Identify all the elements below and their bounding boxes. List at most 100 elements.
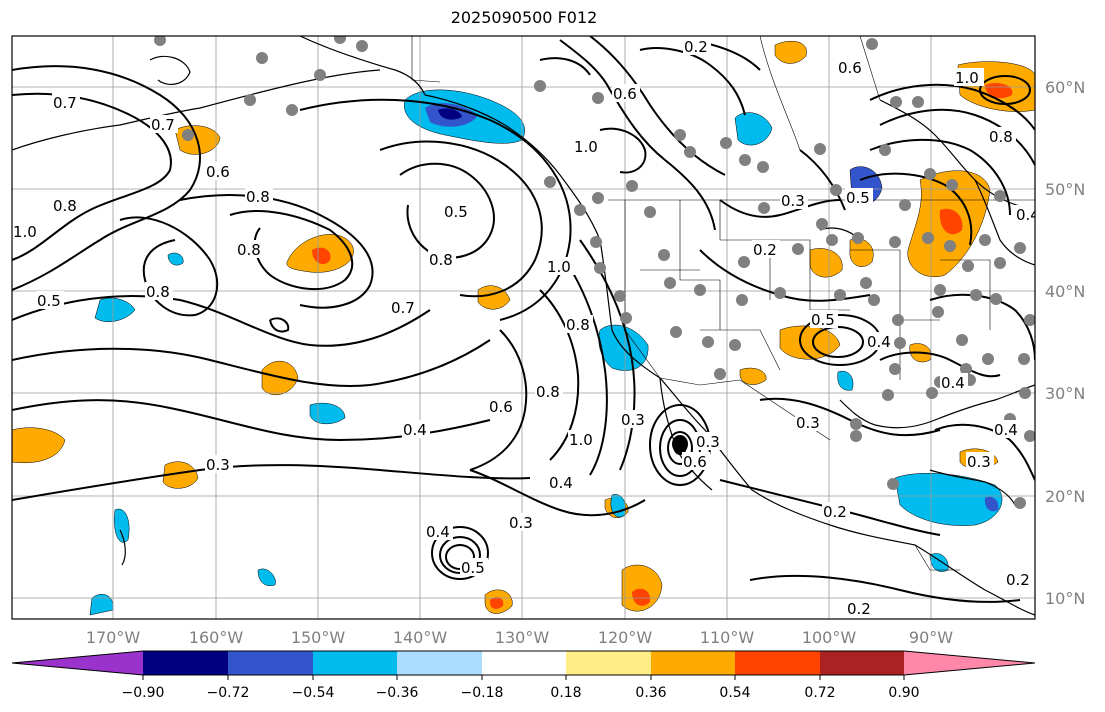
station-dot (739, 154, 751, 166)
contour-label: 0.6 (206, 163, 230, 181)
cool-region (837, 370, 854, 391)
station-dot (892, 314, 904, 326)
station-dot (244, 94, 256, 106)
station-dot (990, 293, 1002, 305)
station-dot (286, 104, 298, 116)
station-dot (356, 40, 368, 52)
station-dot (934, 284, 946, 296)
station-dot (694, 284, 706, 296)
lon-label: 150°W (291, 628, 346, 647)
contour-lines (12, 36, 1035, 603)
contour-label: 0.7 (391, 299, 415, 317)
contour-label: 0.4 (403, 421, 427, 439)
lon-label: 130°W (495, 628, 550, 647)
lat-label: 40°N (1045, 282, 1085, 301)
warm-core (939, 208, 963, 235)
cool-region (257, 568, 276, 586)
station-dot (590, 236, 602, 248)
contour-label: 0.5 (461, 559, 485, 577)
station-dot (758, 202, 770, 214)
station-dot (1024, 430, 1035, 442)
colorbar-label: −0.90 (122, 685, 165, 701)
station-dot (956, 334, 968, 346)
station-dot (814, 143, 826, 155)
station-dot (674, 129, 686, 141)
station-dot (970, 289, 982, 301)
contour-label: 0.4 (867, 333, 891, 351)
station-dot (979, 234, 991, 246)
station-dot (924, 168, 936, 180)
contour-label: 0.8 (429, 251, 453, 269)
cool-region (94, 297, 136, 322)
station-dot (1018, 353, 1030, 365)
contour-label: 0.3 (796, 414, 820, 432)
colorbar-label: 0.54 (719, 685, 750, 701)
colorbar-segment (482, 651, 566, 675)
contour-label: 0.3 (206, 456, 230, 474)
warm-core (312, 247, 331, 265)
contour-label: 0.8 (237, 241, 261, 259)
colorbar-segment (735, 651, 820, 675)
colorbar-segment (143, 651, 228, 675)
contour-label: 0.8 (146, 283, 170, 301)
colorbar-label: −0.36 (376, 685, 419, 701)
cool-region (734, 112, 773, 146)
warm-region (162, 461, 199, 489)
station-dot (594, 262, 606, 274)
colorbar-label: −0.18 (461, 685, 504, 701)
contour-label: 0.3 (621, 411, 645, 429)
map-plot-area[interactable]: 0.2 0.6 1.0 0.7 0.6 0.8 1.0 0.8 0.5 0.8 … (12, 32, 1040, 619)
cool-core (438, 108, 462, 120)
lat-label: 60°N (1045, 78, 1085, 97)
station-dot (879, 144, 891, 156)
station-dot (544, 176, 556, 188)
warm-core (489, 597, 504, 609)
contour-label: 0.8 (53, 197, 77, 215)
contour-label: 0.4 (426, 523, 450, 541)
warm-region (779, 325, 841, 360)
colorbar-label: −0.54 (292, 685, 335, 701)
station-dot (946, 179, 958, 191)
contour-label: 0.3 (509, 514, 533, 532)
station-dot (887, 478, 899, 490)
colorbar-label: −0.72 (207, 685, 250, 701)
station-dot (736, 294, 748, 306)
station-dot (626, 180, 638, 192)
colorbar-label: 0.72 (804, 685, 835, 701)
contour-label: 0.6 (613, 85, 637, 103)
cyclone-center (672, 435, 688, 453)
station-dot (1014, 242, 1026, 254)
contour-label: 0.3 (967, 453, 991, 471)
station-dot (684, 146, 696, 158)
contour-label: 0.5 (811, 311, 835, 329)
station-dot (792, 243, 804, 255)
colorbar: −0.90 −0.72 −0.54 −0.36 −0.18 0.18 0.36 … (11, 650, 1036, 701)
station-dots (154, 36, 1035, 509)
station-dot (926, 387, 938, 399)
colorbar-segment (228, 651, 313, 675)
station-dot (912, 96, 924, 108)
station-dot (868, 294, 880, 306)
station-dot (890, 96, 902, 108)
contour-label: 0.2 (823, 503, 847, 521)
colorbar-ticks (142, 675, 905, 680)
station-dot (899, 199, 911, 211)
colorbar-label: 0.18 (550, 685, 581, 701)
station-dot (944, 240, 956, 252)
contour-label: 0.6 (489, 398, 513, 416)
colorbar-segment (12, 651, 143, 675)
station-dot (826, 234, 838, 246)
contour-label: 0.4 (994, 421, 1018, 439)
contour-label: 0.8 (536, 383, 560, 401)
shaded-regions (12, 40, 1035, 616)
colorbar-label: 0.90 (888, 685, 919, 701)
contour-label: 0.8 (989, 128, 1013, 146)
political-borders (411, 36, 1035, 571)
station-dot (154, 36, 166, 46)
station-dot (729, 339, 741, 351)
station-dot (614, 290, 626, 302)
station-dot (644, 206, 656, 218)
cool-region (167, 252, 184, 266)
contour-labels: 0.2 0.6 1.0 0.7 0.6 0.8 1.0 0.8 0.5 0.8 … (12, 37, 1035, 618)
station-dot (852, 232, 864, 244)
